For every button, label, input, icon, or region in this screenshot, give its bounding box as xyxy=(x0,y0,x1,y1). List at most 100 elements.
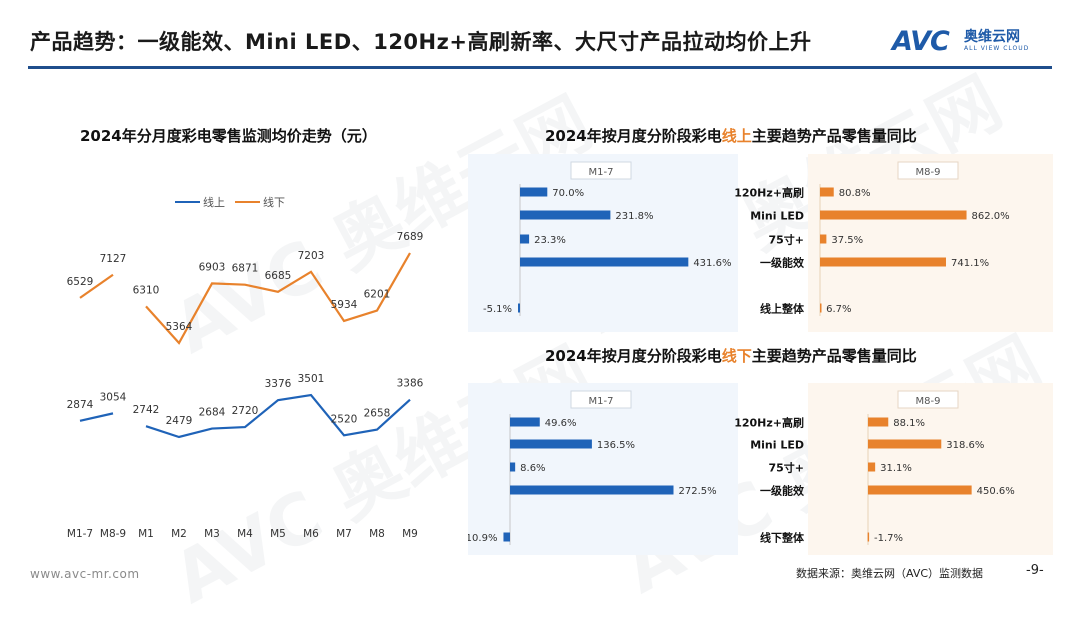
x-tick-label: M1-7 xyxy=(67,528,93,540)
category-label: 75寸+ xyxy=(768,461,804,475)
m8-9-bar xyxy=(820,210,967,220)
m8-9-bar xyxy=(868,462,876,472)
m1-7-data-label: 23.3% xyxy=(534,235,566,246)
online-data-label: 3386 xyxy=(397,378,424,390)
m8-9-data-label: 318.6% xyxy=(946,440,984,451)
offline-data-label: 7127 xyxy=(100,253,127,265)
m1-7-data-label: 49.6% xyxy=(545,418,577,429)
m8-9-bar xyxy=(820,187,834,197)
m8-9-data-label: 80.8% xyxy=(839,188,871,199)
online-data-label: 3376 xyxy=(265,378,292,390)
m1-7-bar xyxy=(510,417,540,427)
m1-7-bar xyxy=(510,462,516,472)
offline-data-label: 7203 xyxy=(298,250,325,262)
m1-7-panel-bg xyxy=(468,383,738,555)
price-trend-line-chart: 线上 线下 6529 7127 6310 5364 6903 6871 6685 7203 5934… xyxy=(67,195,424,540)
m1-7-bar xyxy=(518,303,520,313)
m1-7-tag-box xyxy=(570,390,632,409)
m8-9-tag-box xyxy=(897,161,959,180)
x-tick-label: M8 xyxy=(369,528,385,540)
online-data-label: 2742 xyxy=(133,404,160,416)
data-source-note: 数据来源：奥维云网（AVC）监测数据 xyxy=(796,567,984,580)
header-divider xyxy=(28,66,1052,69)
m8-9-panel-bg xyxy=(808,383,1053,555)
x-tick-label: M7 xyxy=(336,528,352,540)
offline-data-label: 6529 xyxy=(67,276,94,288)
m1-7-data-label: 272.5% xyxy=(679,486,717,497)
m8-9-tag: M8-9 xyxy=(916,167,941,178)
online-line-segment xyxy=(145,393,411,439)
m1-7-tag: M1-7 xyxy=(589,167,614,178)
category-label: 75寸+ xyxy=(768,233,804,247)
m1-7-tag: M1-7 xyxy=(589,396,614,407)
x-tick-label: M2 xyxy=(171,528,187,540)
m1-7-tag-box xyxy=(570,161,632,180)
m1-7-data-label: 431.6% xyxy=(693,258,731,269)
offline-data-label: 5934 xyxy=(331,299,358,311)
m8-9-bar xyxy=(820,257,946,267)
m8-9-data-label: 37.5% xyxy=(831,235,863,246)
m8-9-tag-box xyxy=(897,390,959,409)
m1-7-data-label: -5.1% xyxy=(483,304,512,315)
category-label: 一级能效 xyxy=(760,484,805,498)
m1-7-bar xyxy=(510,439,592,449)
online-data-label: 2684 xyxy=(199,407,226,419)
online-data-label: 2520 xyxy=(331,413,358,425)
offline-bar-chart-title: 2024年按月度分阶段彩电线下主要趋势产品零售量同比 xyxy=(545,347,917,365)
x-tick-label: M6 xyxy=(303,528,319,540)
m1-7-bar xyxy=(520,234,530,244)
m8-9-bar xyxy=(868,485,972,495)
online-data-label: 2479 xyxy=(166,415,193,427)
m8-9-bar xyxy=(867,532,870,542)
m8-9-data-label: 862.0% xyxy=(972,211,1010,222)
m8-9-data-label: 88.1% xyxy=(893,418,925,429)
x-tick-label: M4 xyxy=(237,528,253,540)
offline-data-label: 6310 xyxy=(133,284,160,296)
page-number: -9- xyxy=(1026,563,1044,578)
m1-7-data-label: 8.6% xyxy=(520,463,545,474)
m8-9-panel-bg xyxy=(808,154,1053,332)
x-tick-label: M5 xyxy=(270,528,286,540)
logo-cn-text: 奥维云网 xyxy=(964,29,1020,45)
online-data-label: 2874 xyxy=(67,399,94,411)
x-tick-label: M9 xyxy=(402,528,418,540)
category-label: 120Hz+高刷 xyxy=(734,416,804,430)
m8-9-data-label: 741.1% xyxy=(951,258,989,269)
category-label: 一级能效 xyxy=(760,256,805,270)
m8-9-data-label: 450.6% xyxy=(977,486,1015,497)
m8-9-data-label: 6.7% xyxy=(826,304,851,315)
offline-data-label: 6685 xyxy=(265,270,292,282)
m8-9-data-label: 31.1% xyxy=(880,463,912,474)
offline-data-label: 6201 xyxy=(364,289,391,301)
legend-label-online: 线上 xyxy=(203,195,225,209)
category-label: 线下整体 xyxy=(760,531,805,545)
online-data-label: 2658 xyxy=(364,408,391,420)
online-data-label: 3054 xyxy=(100,391,127,403)
category-label: 120Hz+高刷 xyxy=(734,186,804,200)
m1-7-data-label: 136.5% xyxy=(597,440,635,451)
x-tick-label: M3 xyxy=(204,528,220,540)
m8-9-bar xyxy=(868,439,942,449)
offline-data-label: 6871 xyxy=(232,263,259,275)
avc-logo: AVC 奥维云网 ALL VIEW CLOUD xyxy=(892,26,1062,57)
m1-7-bar xyxy=(520,257,689,267)
category-label: Mini LED xyxy=(750,439,804,452)
m1-7-bar xyxy=(510,485,674,495)
logo-en-text: ALL VIEW CLOUD xyxy=(964,45,1030,52)
m1-7-data-label: 231.8% xyxy=(615,211,653,222)
m8-9-bar xyxy=(820,303,822,313)
m1-7-data-label: -10.9% xyxy=(468,533,497,544)
m1-7-bar xyxy=(503,532,510,542)
online-bar-chart-title: 2024年按月度分阶段彩电线上主要趋势产品零售量同比 xyxy=(545,127,917,145)
m1-7-panel-bg xyxy=(468,154,738,332)
m8-9-data-label: -1.7% xyxy=(874,533,903,544)
m1-7-data-label: 70.0% xyxy=(552,188,584,199)
m1-7-bar xyxy=(520,210,611,220)
line-chart-title: 2024年分月度彩电零售监测均价走势（元） xyxy=(80,127,377,145)
footer-url[interactable]: www.avc-mr.com xyxy=(30,567,140,581)
x-tick-label: M8-9 xyxy=(100,528,126,540)
page-title: 产品趋势：一级能效、Mini LED、120Hz+高刷新率、大尺寸产品拉动均价上… xyxy=(30,30,812,54)
legend-label-offline: 线下 xyxy=(263,195,285,209)
m8-9-bar xyxy=(820,234,827,244)
online-data-label: 2720 xyxy=(232,405,259,417)
